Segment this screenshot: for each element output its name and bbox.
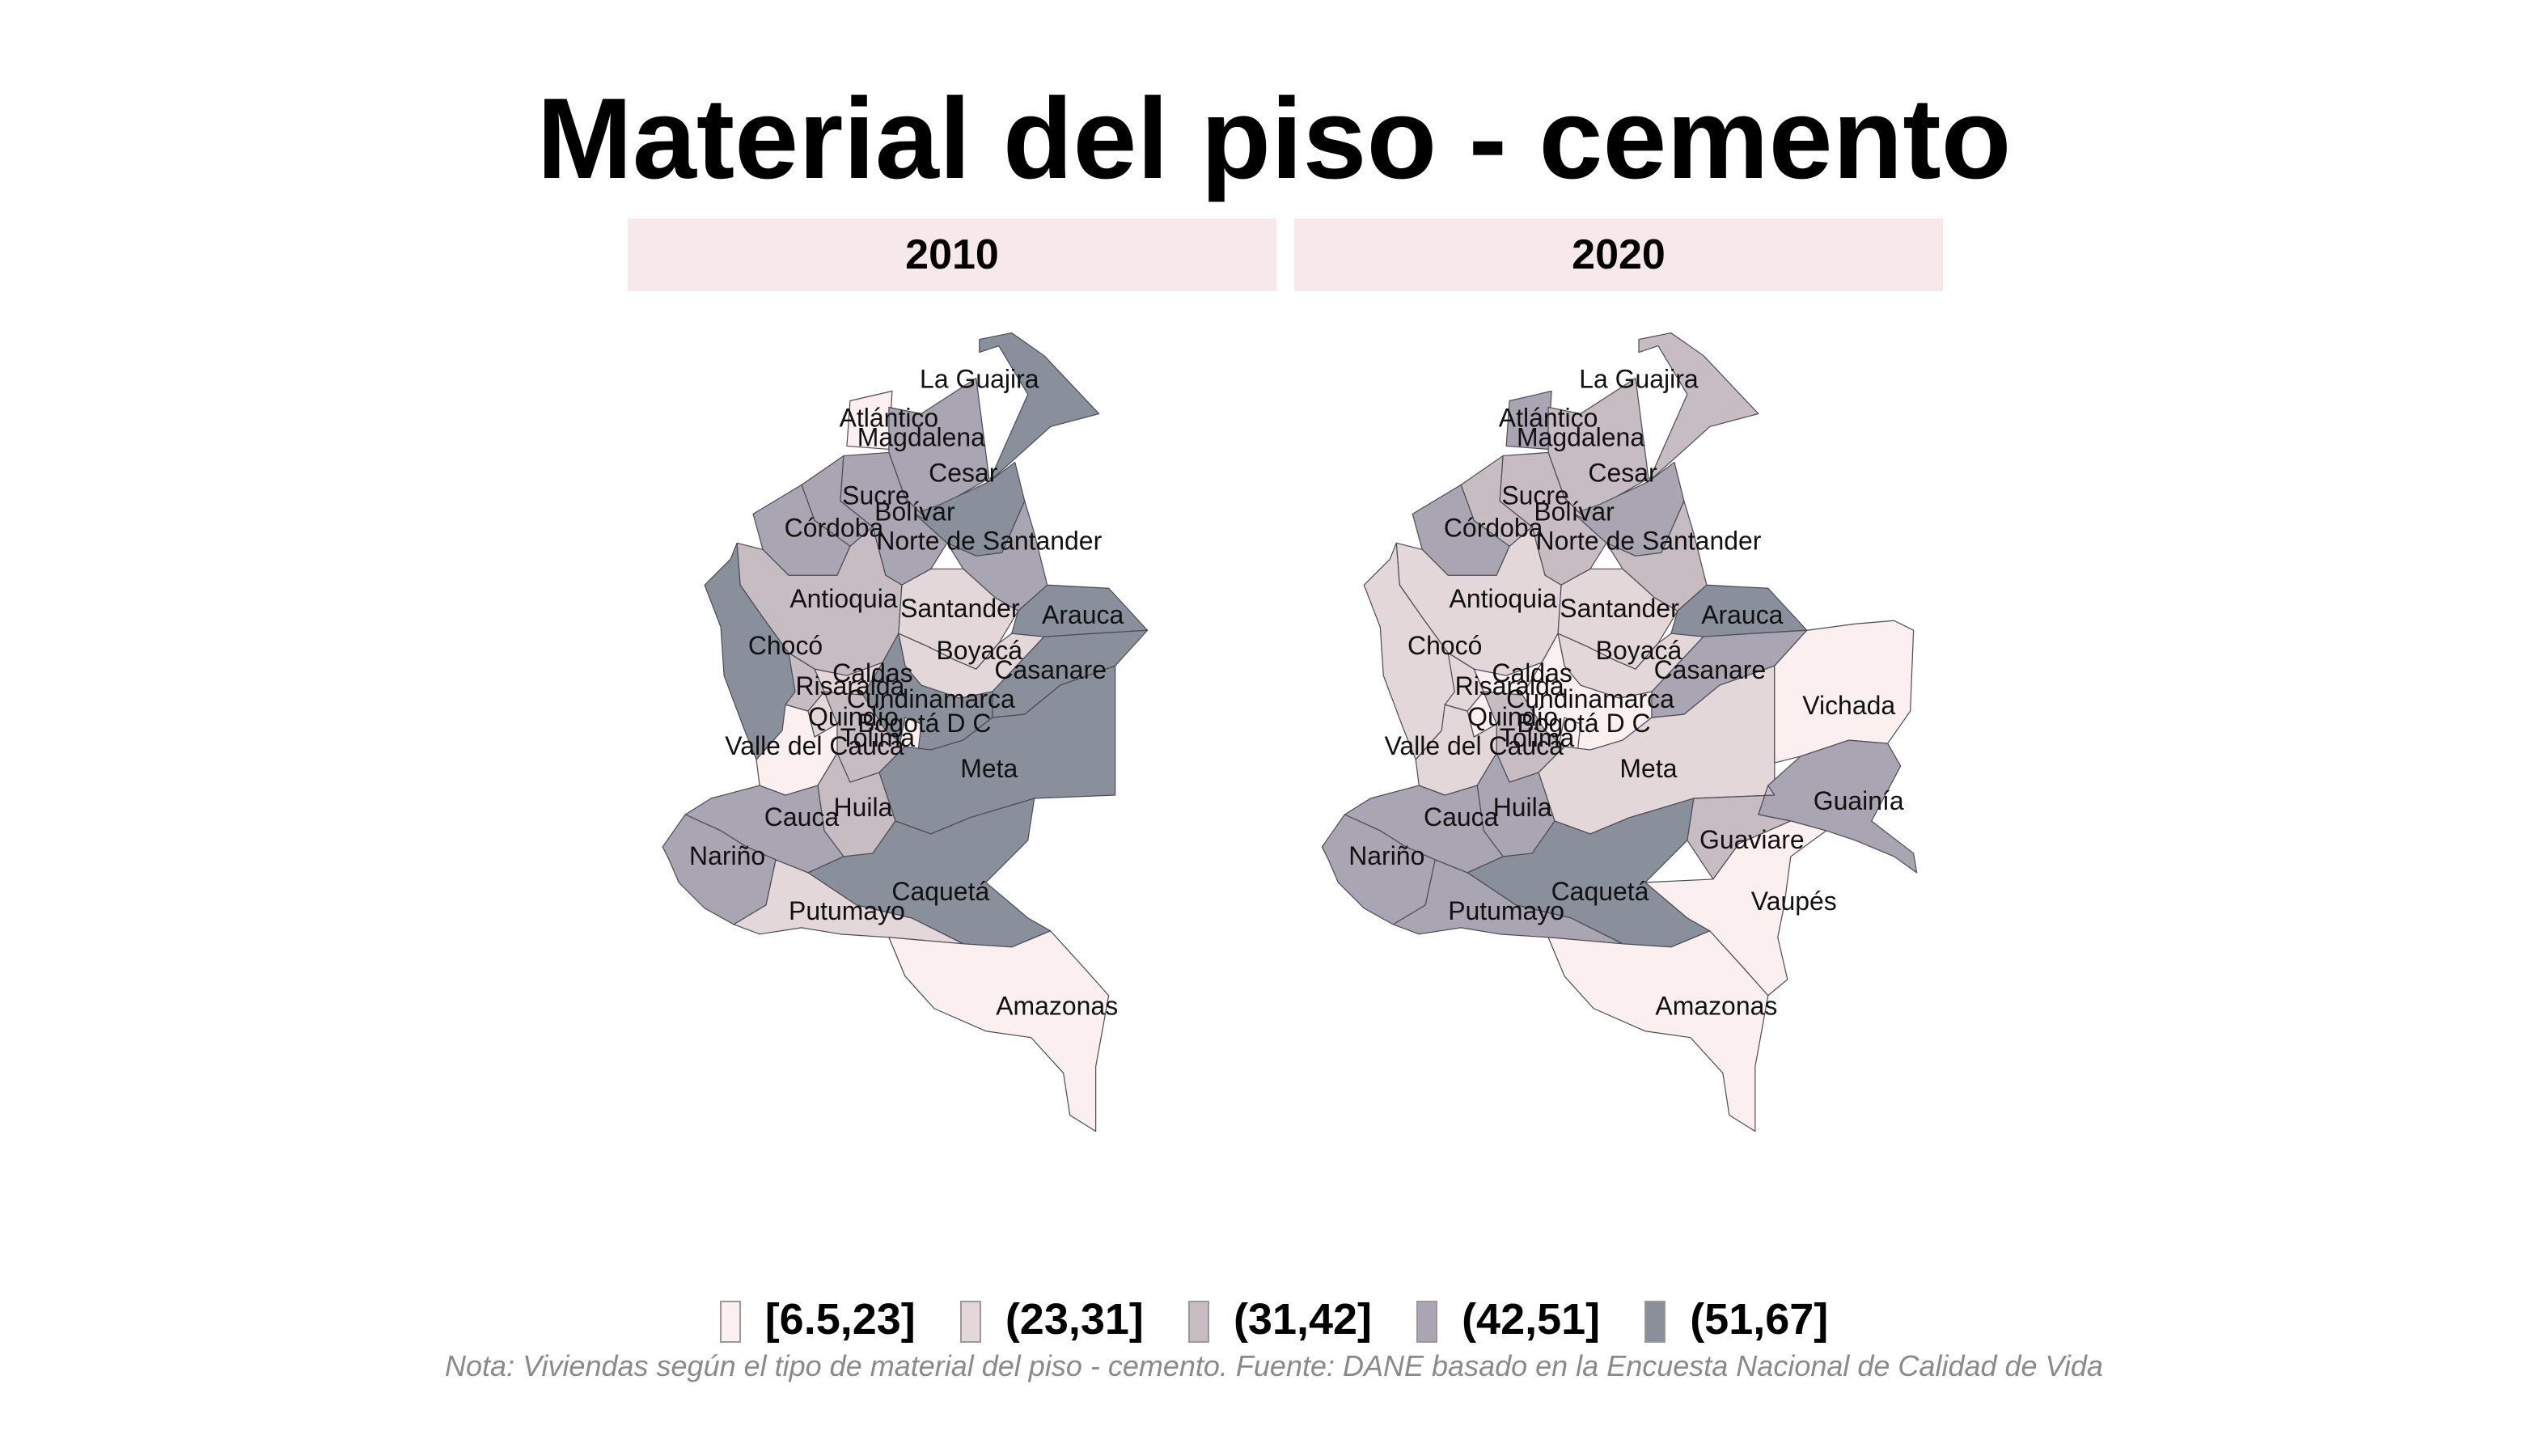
legend-swatch-3 — [1187, 1301, 1209, 1344]
label-tolima-2010: Tolima — [840, 723, 916, 752]
label-quindio-2020: Quindío — [1467, 702, 1558, 731]
region-vichada-2020 — [1774, 620, 1915, 764]
panel-header-2020: 2020 — [1294, 218, 1943, 291]
label-putumayo-2010: Putumayo — [789, 896, 905, 925]
label-putumayo-2020: Putumayo — [1448, 896, 1564, 925]
label-choco-2010: Chocó — [748, 631, 823, 660]
source-note: Nota: Viviendas según el tipo de materia… — [445, 1349, 2103, 1382]
label-bogota-d-c-2010: Bogotá D C — [857, 709, 991, 738]
region-bolivar-2010 — [840, 451, 948, 586]
label-casanare-2010: Casanare — [994, 655, 1107, 684]
region-amazonas-2010 — [888, 930, 1110, 1132]
label-bolivar-2010: Bolívar — [874, 497, 955, 526]
label-la-guajira-2010: La Guajira — [920, 365, 1039, 394]
label-la-guajira-2020: La Guajira — [1579, 365, 1699, 394]
label-cauca-2010: Cauca — [764, 802, 840, 832]
label-antioquia-2020: Antioquia — [1450, 584, 1557, 613]
region-bolivar-2020 — [1499, 451, 1607, 586]
label-vichada-2020: Vichada — [1802, 691, 1895, 720]
legend-label-3: (31,42] — [1233, 1294, 1373, 1344]
legend-swatch-1 — [719, 1301, 741, 1344]
legend: [6.5,23] (23,31] (31,42] (42,51] (51,67] — [0, 1288, 2548, 1348]
label-quindio-2010: Quindío — [808, 702, 899, 731]
label-norte-de-santander-2020: Norte de Santander — [1536, 526, 1762, 555]
legend-swatch-4 — [1416, 1301, 1438, 1344]
label-caldas-2020: Caldas — [1492, 658, 1572, 688]
region-la-guajira-2020 — [1638, 332, 1759, 483]
label-meta-2010: Meta — [960, 754, 1018, 783]
legend-label-2: (23,31] — [1005, 1294, 1144, 1344]
label-bogota-d-c-2020: Bogotá D C — [1517, 709, 1650, 738]
label-norte-de-santander-2010: Norte de Santander — [876, 526, 1102, 555]
region-putumayo-2010 — [733, 859, 964, 945]
label-bolivar-2020: Bolívar — [1534, 497, 1615, 526]
label-cauca-2020: Cauca — [1424, 802, 1499, 832]
map-2010: La GuajiraAtlánticoMagdalenaCesarSucreBo… — [662, 332, 1149, 1132]
chart-title: Material del piso - cemento — [536, 74, 2012, 203]
legend-label-5: (51,67] — [1690, 1294, 1829, 1344]
label-santander-2020: Santander — [1560, 594, 1679, 623]
label-cordoba-2020: Córdoba — [1444, 513, 1543, 542]
legend-label-1: [6.5,23] — [764, 1294, 916, 1344]
label-casanare-2020: Casanare — [1654, 655, 1767, 684]
label-valle-del-cauca-2020: Valle del Cauca — [1384, 731, 1564, 760]
legend-swatch-2 — [959, 1301, 981, 1344]
label-narino-2010: Nariño — [689, 841, 765, 870]
region-putumayo-2020 — [1392, 859, 1623, 945]
label-arauca-2020: Arauca — [1701, 600, 1783, 629]
region-la-guajira-2010 — [979, 332, 1100, 483]
legend-item-2: (23,31] — [959, 1291, 1144, 1348]
label-boyaca-2010: Boyacá — [936, 636, 1022, 665]
label-cundinamarca-2020: Cundinamarca — [1506, 684, 1674, 713]
label-amazonas-2010: Amazonas — [996, 992, 1118, 1021]
label-choco-2020: Chocó — [1407, 631, 1482, 660]
label-guainia-2020: Guainía — [1814, 786, 1904, 815]
legend-item-4: (42,51] — [1416, 1291, 1600, 1348]
region-vaupes-2020 — [1644, 820, 1827, 997]
label-antioquia-2010: Antioquia — [789, 584, 897, 613]
label-cesar-2010: Cesar — [929, 458, 998, 487]
label-guaviare-2020: Guaviare — [1699, 825, 1805, 854]
label-huila-2010: Huila — [834, 793, 893, 822]
label-cordoba-2010: Córdoba — [785, 513, 884, 542]
label-cesar-2020: Cesar — [1588, 458, 1657, 487]
label-valle-del-cauca-2010: Valle del Cauca — [725, 731, 904, 760]
panel-header-2010: 2010 — [628, 218, 1276, 291]
label-atlantico-2010: Atlántico — [840, 403, 939, 432]
label-amazonas-2020: Amazonas — [1655, 992, 1777, 1021]
label-risaralda-2010: Risaralda — [795, 671, 904, 700]
label-sucre-2020: Sucre — [1501, 480, 1568, 510]
legend-item-1: [6.5,23] — [719, 1291, 916, 1348]
legend-label-4: (42,51] — [1462, 1294, 1601, 1344]
legend-item-3: (31,42] — [1187, 1291, 1373, 1348]
label-santander-2010: Santander — [900, 594, 1020, 623]
label-huila-2020: Huila — [1493, 793, 1552, 822]
label-arauca-2010: Arauca — [1042, 600, 1124, 629]
label-sucre-2010: Sucre — [842, 480, 909, 510]
label-magdalena-2020: Magdalena — [1517, 422, 1644, 451]
label-meta-2020: Meta — [1619, 754, 1677, 783]
label-caqueta-2020: Caquetá — [1551, 877, 1649, 906]
map-2020: La GuajiraAtlánticoMagdalenaCesarSucreBo… — [1321, 332, 1918, 1132]
region-amazonas-2020 — [1547, 930, 1769, 1132]
label-vaupes-2020: Vaupés — [1751, 887, 1837, 916]
label-atlantico-2020: Atlántico — [1499, 403, 1598, 432]
label-caqueta-2010: Caquetá — [891, 877, 989, 906]
legend-item-5: (51,67] — [1644, 1291, 1828, 1348]
label-cundinamarca-2010: Cundinamarca — [847, 684, 1015, 713]
label-magdalena-2010: Magdalena — [857, 422, 985, 451]
label-caldas-2010: Caldas — [832, 658, 912, 688]
label-risaralda-2020: Risaralda — [1455, 671, 1564, 700]
label-tolima-2020: Tolima — [1500, 723, 1575, 752]
label-narino-2020: Nariño — [1348, 841, 1424, 870]
label-boyaca-2020: Boyacá — [1596, 636, 1682, 665]
legend-swatch-5 — [1644, 1301, 1666, 1344]
